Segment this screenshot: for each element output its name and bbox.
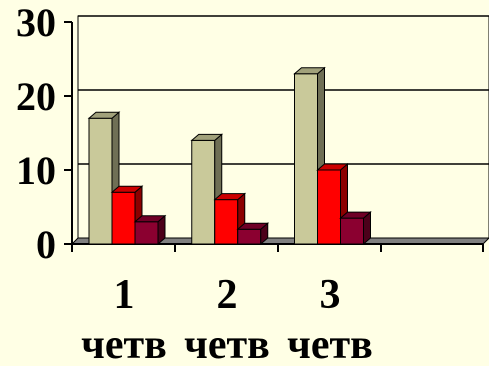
bar-s3-c3-front (340, 217, 364, 245)
bar-s2-c1-top (110, 185, 144, 193)
x-tick-word-2: четв (184, 322, 270, 366)
plot-wall (77, 15, 489, 239)
bar-s3-c2-front (237, 228, 262, 245)
bar-s1-c2-top (190, 133, 224, 141)
bars-group (87, 66, 372, 246)
bar-s1-c3-top (293, 67, 326, 75)
bar-s1-c2-front (191, 139, 216, 245)
bar-s3-c1-front (134, 221, 159, 245)
x-tick-number-3: 3 (320, 272, 341, 318)
bar-s2-c2-front (214, 199, 239, 245)
x-tick-number-1: 1 (114, 272, 135, 318)
bar-s2-c1-front (111, 191, 136, 245)
y-tick-label-0: 0 (36, 222, 56, 267)
x-tick-word-1: четв (81, 322, 167, 366)
bar-s3-c3-top (339, 211, 372, 219)
y-tick-label-10: 10 (16, 148, 56, 193)
bar-s1-c1-top (87, 111, 121, 119)
bar-s2-c3-top (316, 163, 349, 171)
bar-s2-c3-front (317, 169, 341, 245)
y-tick-label-20: 20 (16, 74, 56, 119)
x-tick-number-2: 2 (217, 272, 238, 318)
bar-s1-c1-front (88, 117, 113, 245)
x-tick-word-3: четв (287, 322, 373, 366)
bar-s3-c1-top (133, 215, 167, 223)
bar-s3-c2-top (236, 222, 270, 230)
y-tick-label-30: 30 (16, 0, 56, 45)
bar-s1-c3-front (294, 73, 318, 245)
bar-s2-c2-top (213, 193, 247, 201)
